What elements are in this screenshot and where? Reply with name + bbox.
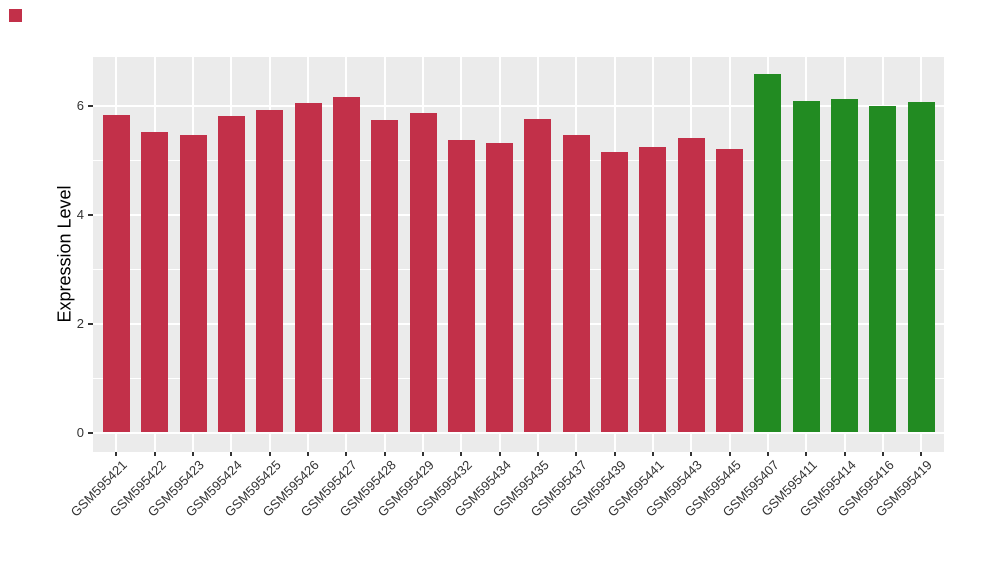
y-tick-mark-0 [88, 431, 93, 434]
x-tick-mark-GSM595416 [881, 452, 884, 456]
bar-GSM595445 [716, 149, 744, 433]
x-tick-mark-GSM595429 [422, 452, 424, 456]
bar-GSM595434 [486, 143, 514, 433]
y-tick-label-0: 0 [76, 424, 84, 440]
x-tick-mark-GSM595414 [843, 452, 846, 456]
y-tick-mark-6 [88, 104, 93, 107]
y-tick-label-4: 4 [76, 206, 84, 222]
bar-GSM595424 [217, 115, 245, 433]
y-tick-label-6: 6 [76, 97, 84, 113]
major-gridline-y0 [93, 431, 944, 434]
bar-GSM595416 [869, 106, 897, 433]
bar-GSM595419 [907, 101, 935, 433]
bar-GSM595422 [141, 132, 169, 433]
y-tick-mark-2 [88, 322, 93, 325]
bar-GSM595437 [562, 135, 590, 433]
x-tick-mark-GSM595435 [536, 452, 539, 456]
x-tick-mark-GSM595422 [153, 452, 156, 456]
major-gridline-y4 [93, 213, 944, 216]
bar-GSM595425 [256, 110, 284, 433]
bar-GSM595443 [677, 138, 705, 433]
minor-gridline-y1 [93, 378, 944, 379]
minor-gridline-y5 [93, 160, 944, 161]
x-tick-mark-GSM595419 [920, 452, 923, 456]
red-marker-square [9, 9, 22, 22]
major-gridline-y2 [93, 322, 944, 325]
x-tick-mark-GSM595425 [268, 452, 271, 456]
x-tick-mark-GSM595432 [460, 452, 463, 456]
bar-GSM595429 [409, 112, 437, 433]
x-tick-mark-GSM595423 [192, 452, 195, 456]
bar-GSM595421 [102, 114, 130, 433]
x-tick-mark-GSM595437 [575, 452, 578, 456]
bar-GSM595427 [332, 97, 360, 433]
x-tick-mark-GSM595443 [690, 452, 693, 456]
bar-GSM595428 [371, 120, 399, 433]
x-tick-mark-GSM595411 [805, 452, 808, 456]
bar-GSM595432 [447, 139, 475, 433]
minor-gridline-y3 [93, 269, 944, 270]
bar-GSM595411 [792, 100, 820, 433]
y-tick-label-2: 2 [76, 315, 84, 331]
bar-GSM595426 [294, 103, 322, 433]
x-tick-mark-GSM595441 [651, 452, 654, 456]
bar-GSM595407 [754, 74, 782, 433]
x-tick-mark-GSM595434 [498, 452, 501, 456]
x-tick-mark-GSM595407 [766, 452, 769, 456]
x-tick-mark-GSM595421 [115, 452, 118, 456]
y-tick-mark-4 [88, 213, 93, 216]
x-tick-mark-GSM595427 [345, 452, 348, 456]
bar-GSM595414 [831, 98, 859, 433]
x-tick-mark-GSM595424 [230, 452, 233, 456]
x-tick-mark-GSM595428 [383, 452, 386, 456]
bar-GSM595423 [179, 134, 207, 433]
bar-GSM595435 [524, 118, 552, 433]
x-tick-mark-GSM595426 [307, 452, 310, 456]
plot-panel [93, 57, 944, 452]
x-tick-mark-GSM595439 [613, 452, 616, 456]
major-gridline-y6 [93, 104, 944, 107]
bar-GSM595441 [639, 146, 667, 433]
x-tick-mark-GSM595445 [728, 452, 731, 456]
bar-GSM595439 [601, 152, 629, 433]
